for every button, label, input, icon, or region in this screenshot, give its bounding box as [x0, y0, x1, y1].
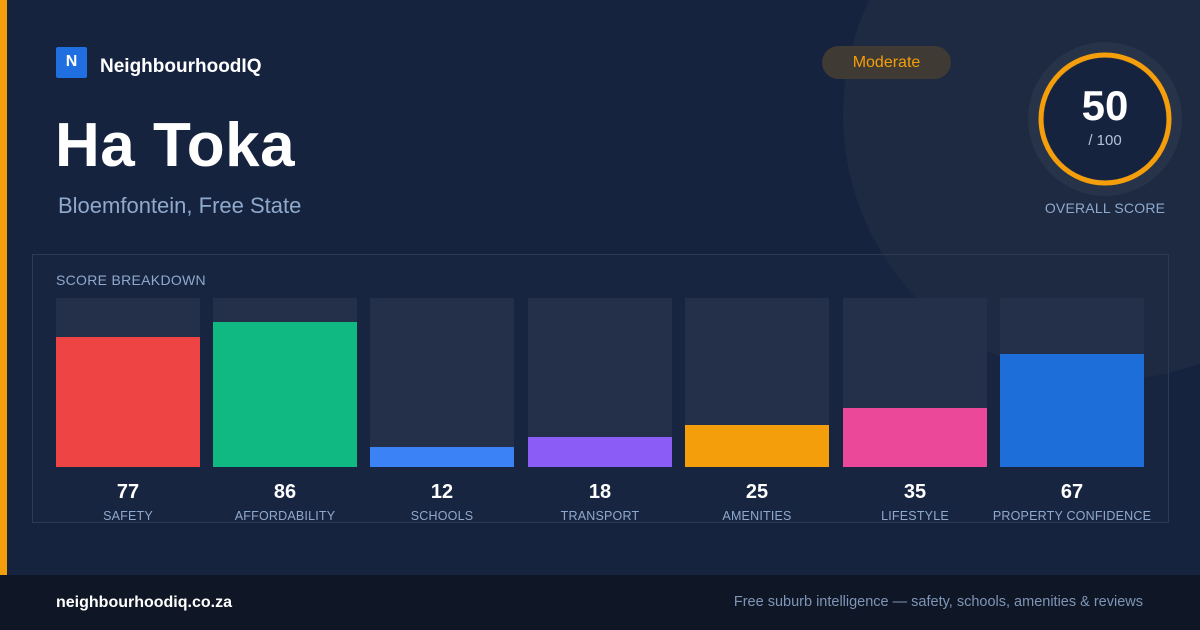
- bar-value: 12: [430, 481, 454, 503]
- bar-track: [843, 298, 987, 467]
- bar-safety: 77 SAFETY: [56, 298, 200, 523]
- bar-value: 86: [273, 481, 297, 503]
- bar-lifestyle: 35 LIFESTYLE: [843, 298, 987, 523]
- bar-track: [56, 298, 200, 467]
- footer-url-link[interactable]: neighbourhoodiq.co.za: [56, 594, 232, 611]
- bar-fill: [843, 408, 987, 467]
- brand[interactable]: N NeighbourhoodIQ: [56, 46, 261, 78]
- bar-fill: [56, 337, 200, 467]
- bar-label: SAFETY: [103, 509, 153, 523]
- bar-label: AFFORDABILITY: [234, 509, 336, 523]
- bar-affordability: 86 AFFORDABILITY: [213, 298, 357, 523]
- bar-value: 67: [1060, 481, 1084, 503]
- bar-label: LIFESTYLE: [881, 509, 949, 523]
- accent-strip: [0, 0, 7, 575]
- score-breakdown-panel: SCORE BREAKDOWN 77 SAFETY 86 AFFORDABILI…: [32, 254, 1169, 523]
- overall-score-max: / 100: [1088, 132, 1122, 149]
- bar-label: SCHOOLS: [410, 509, 474, 523]
- suburb-name: Ha Toka: [55, 111, 296, 180]
- bar-value: 18: [588, 481, 612, 503]
- bar-value: 77: [116, 481, 140, 503]
- bar-label: PROPERTY CONFIDENCE: [992, 509, 1152, 523]
- breakdown-title: SCORE BREAKDOWN: [56, 272, 206, 288]
- bar-track: [370, 298, 514, 467]
- bar-label: TRANSPORT: [560, 509, 640, 523]
- bar-value: 35: [903, 481, 927, 503]
- bar-track: [528, 298, 672, 467]
- bar-track: [213, 298, 357, 467]
- suburb-location: Bloemfontein, Free State: [58, 193, 302, 218]
- score-ring-graphic: [1028, 42, 1182, 196]
- bar-value: 25: [745, 481, 769, 503]
- bar-track: [685, 298, 829, 467]
- bar-transport: 18 TRANSPORT: [528, 298, 672, 523]
- bar-fill: [528, 437, 672, 467]
- bar-track: [1000, 298, 1144, 467]
- footer: neighbourhoodiq.co.za Free suburb intell…: [0, 575, 1200, 630]
- bar-schools: 12 SCHOOLS: [370, 298, 514, 523]
- overall-score-ring: 50 / 100: [1028, 42, 1182, 196]
- bar-label: AMENITIES: [722, 509, 792, 523]
- brand-name: NeighbourhoodIQ: [100, 56, 262, 77]
- overall-score-value: 50: [1081, 82, 1129, 129]
- bar-fill: [213, 322, 357, 467]
- rating-badge: Moderate: [822, 46, 951, 79]
- bar-fill: [685, 425, 829, 467]
- bar-amenities: 25 AMENITIES: [685, 298, 829, 523]
- footer-tagline: Free suburb intelligence — safety, schoo…: [733, 594, 1143, 610]
- overall-score-label: OVERALL SCORE: [1044, 200, 1166, 216]
- bar-fill: [1000, 354, 1144, 467]
- bar-property-confidence: 67 PROPERTY CONFIDENCE: [993, 298, 1151, 523]
- share-card: N NeighbourhoodIQ Moderate Ha Toka Bloem…: [0, 0, 1182, 575]
- bar-fill: [370, 447, 514, 467]
- brand-logo-icon: N: [56, 46, 87, 78]
